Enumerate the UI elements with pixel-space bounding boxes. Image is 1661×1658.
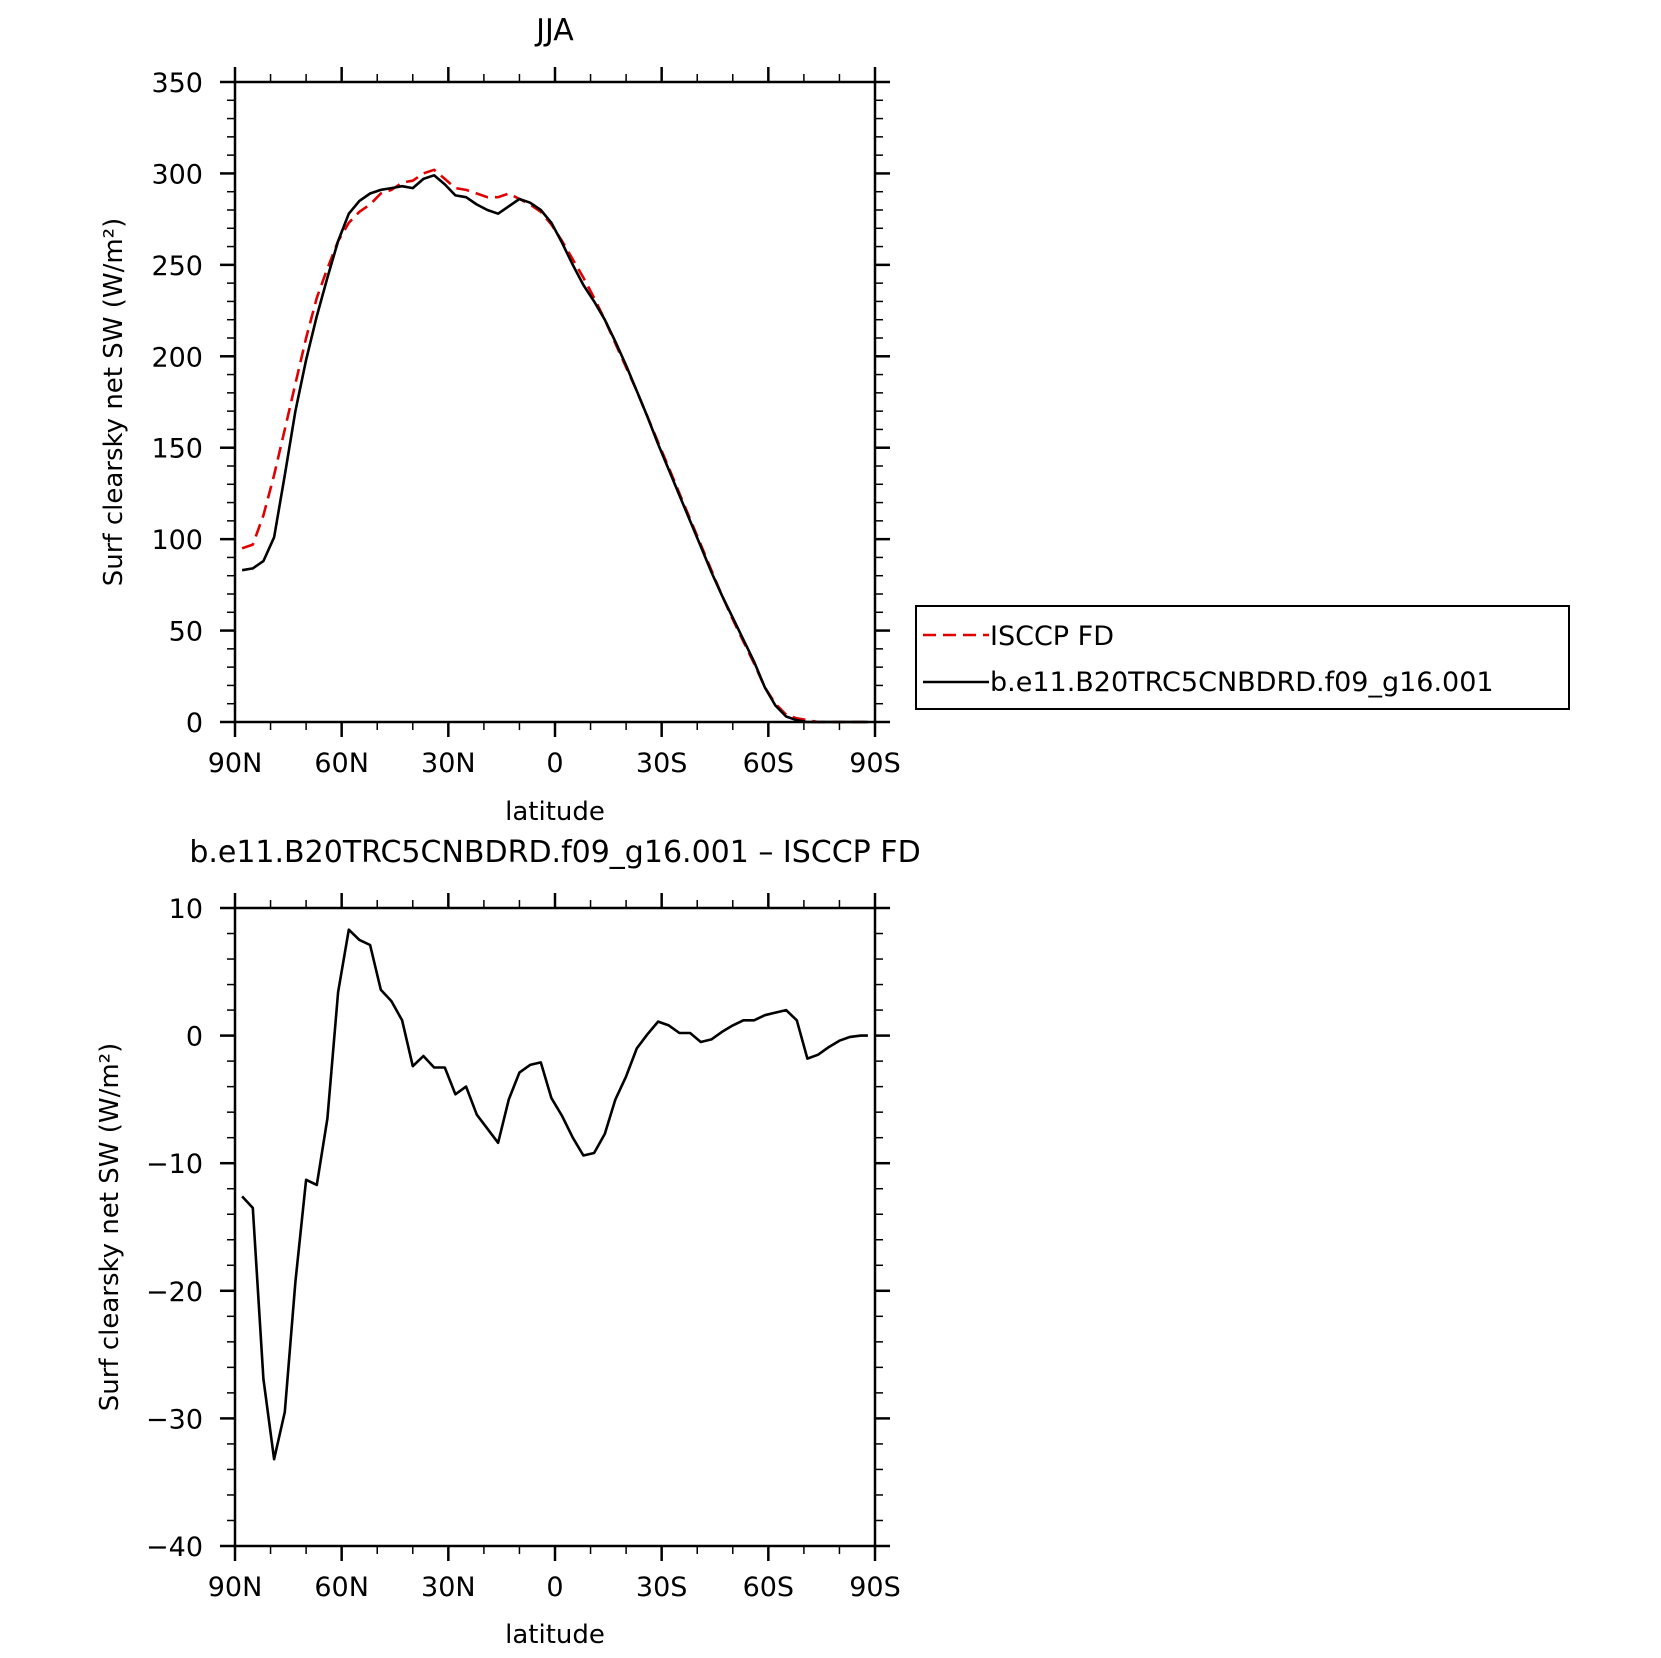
panel-bottom-series <box>241 928 868 1461</box>
x-tick-label: 0 <box>546 748 563 779</box>
panel-bottom-ticks <box>220 893 890 1561</box>
x-tick-label: 90N <box>208 748 263 779</box>
y-tick-label: 100 <box>151 525 203 556</box>
y-tick-label: −10 <box>146 1149 203 1180</box>
panel-bottom-frame <box>233 906 877 1548</box>
panel-top-series <box>241 168 868 724</box>
y-tick-label: 150 <box>151 434 203 465</box>
panel-bottom-title: b.e11.B20TRC5CNBDRD.f09_g16.001 – ISCCP … <box>189 835 920 870</box>
y-tick-label: −20 <box>146 1277 203 1308</box>
y-tick-label: 350 <box>151 68 203 99</box>
panel-top-x-tick-labels: 90N 60N 30N 0 30S 60S 90S <box>208 748 901 779</box>
x-tick-label: 30N <box>421 1572 476 1603</box>
y-tick-label: −40 <box>146 1532 203 1563</box>
y-tick-label: 300 <box>151 159 203 190</box>
series-line-0 <box>241 928 868 1461</box>
x-tick-label: 90N <box>208 1572 263 1603</box>
panel-bottom-y-axis-label: Surf clearsky net SW (W/m²) <box>95 1043 125 1411</box>
legend-label-isccp: ISCCP FD <box>990 621 1114 652</box>
legend: ISCCP FD b.e11.B20TRC5CNBDRD.f09_g16.001 <box>915 605 1570 710</box>
x-tick-label: 90S <box>849 1572 901 1603</box>
panel-bottom: b.e11.B20TRC5CNBDRD.f09_g16.001 – ISCCP … <box>95 835 921 1650</box>
panel-top-x-axis-label: latitude <box>505 797 605 827</box>
panel-bottom-x-tick-labels: 90N 60N 30N 0 30S 60S 90S <box>208 1572 901 1603</box>
x-tick-label: 90S <box>849 748 901 779</box>
y-tick-label: 0 <box>186 708 203 739</box>
panel-top-frame <box>233 80 877 724</box>
y-tick-label: 0 <box>186 1022 203 1053</box>
panel-top-title: JJA <box>534 13 574 48</box>
panel-top: JJA 0 50 100 150 200 250 300 350 90N 60N 30N 0 30S 6… <box>99 13 1570 827</box>
x-tick-label: 0 <box>546 1572 563 1603</box>
panel-top-ticks <box>220 67 890 737</box>
panel-top-y-axis-label: Surf clearsky net SW (W/m²) <box>99 218 129 586</box>
x-tick-label: 60S <box>743 748 795 779</box>
panel-top-y-tick-labels: 0 50 100 150 200 250 300 350 <box>151 68 203 739</box>
x-tick-label: 60N <box>314 1572 369 1603</box>
y-tick-label: 200 <box>151 342 203 373</box>
x-tick-label: 60N <box>314 748 369 779</box>
y-tick-label: 50 <box>169 617 203 648</box>
panel-bottom-x-axis-label: latitude <box>505 1620 605 1650</box>
x-tick-label: 30N <box>421 748 476 779</box>
x-tick-label: 30S <box>636 1572 688 1603</box>
legend-label-model: b.e11.B20TRC5CNBDRD.f09_g16.001 <box>990 667 1494 698</box>
series-line-1 <box>241 174 868 724</box>
x-tick-label: 30S <box>636 748 688 779</box>
y-tick-label: −30 <box>146 1404 203 1435</box>
x-tick-label: 60S <box>743 1572 795 1603</box>
panel-bottom-y-tick-labels: −40 −30 −20 −10 0 10 <box>146 894 203 1563</box>
legend-box <box>915 605 1570 710</box>
y-tick-label: 10 <box>169 894 203 925</box>
y-tick-label: 250 <box>151 251 203 282</box>
